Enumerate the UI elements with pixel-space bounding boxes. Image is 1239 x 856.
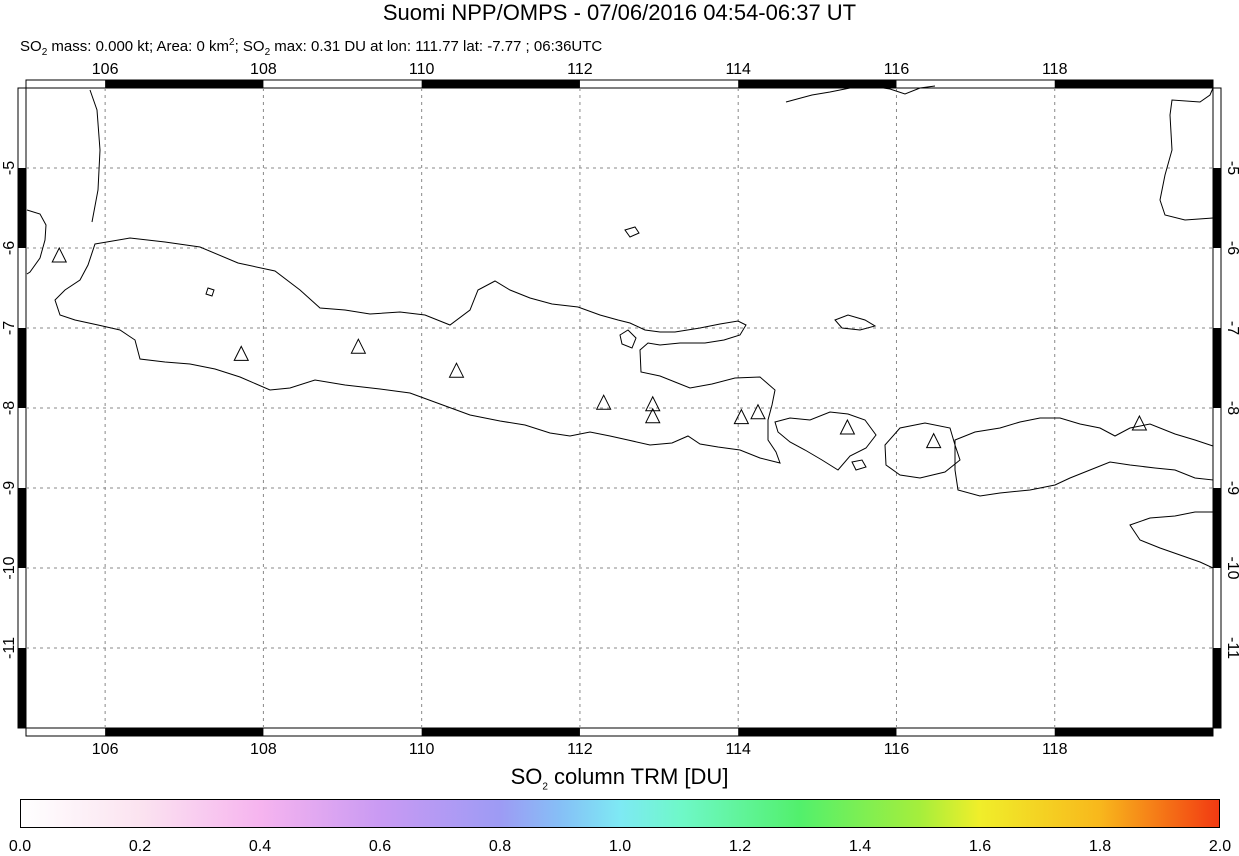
graticule (26, 88, 1213, 728)
coastline-sumba (1129, 511, 1214, 569)
lat-tick-label-right: -8 (1224, 401, 1239, 415)
lon-tick-label-bottom: 116 (884, 741, 910, 758)
lon-tick-label-top: 112 (567, 61, 593, 78)
coastline-lombok (884, 422, 961, 479)
colorbar-tick-label: 0.2 (128, 838, 152, 855)
volcano-icon (839, 418, 856, 435)
lon-tick-label-bottom: 118 (1042, 741, 1068, 758)
lon-band-top (105, 80, 264, 88)
lon-band-top (1054, 80, 1213, 88)
colorbar-tick-label: 1.0 (608, 838, 632, 855)
lat-tick-label-right: -9 (1224, 481, 1239, 495)
colorbar-tick-label: 1.8 (1088, 838, 1112, 855)
lat-band-left (18, 648, 26, 728)
lat-band-right (1213, 328, 1221, 408)
lat-tick-label-right: -10 (1224, 556, 1239, 579)
volcano-icon (448, 362, 465, 378)
colorbar (20, 799, 1220, 828)
coastline-sumatra (26, 209, 47, 275)
lon-band-bottom (421, 728, 580, 736)
volcano-icon (925, 432, 942, 449)
lat-tick-label-right: -11 (1224, 637, 1239, 659)
coastline-java (54, 237, 781, 464)
colorbar-tick-label: 0.8 (488, 838, 512, 855)
lon-band-bottom-outline (25, 727, 1214, 737)
lon-tick-label-bottom: 106 (92, 741, 119, 758)
lon-tick-label-top: 106 (92, 61, 119, 78)
lon-tick-label-top: 114 (725, 61, 751, 78)
lat-band-right-outline (1212, 87, 1222, 729)
lon-band-top (738, 80, 897, 88)
lon-tick-label-bottom: 112 (567, 741, 593, 758)
colorbar-tick-label: 1.2 (728, 838, 752, 855)
map-frame (17, 79, 1222, 737)
volcano-icon (595, 394, 612, 410)
lon-tick-label-top: 116 (884, 61, 910, 78)
volcano-icon (350, 338, 367, 354)
coastline-bawean (624, 226, 640, 238)
lat-tick-label-right: -5 (1224, 161, 1239, 175)
lon-tick-label-bottom: 114 (725, 741, 751, 758)
colorbar-tick-label: 0.6 (368, 838, 392, 855)
lon-tick-label-top: 108 (250, 61, 277, 78)
lat-tick-label-right: -7 (1224, 321, 1239, 335)
coastline-sulawesi (1159, 87, 1214, 221)
colorbar-tick-label: 0.4 (248, 838, 272, 855)
volcano-icon (1131, 414, 1148, 431)
colorbar-tick-label: 0.0 (8, 838, 32, 855)
volcano-icon (733, 408, 750, 425)
coastline-nusa-penida (851, 459, 867, 471)
coastline-kalimantan (785, 85, 936, 103)
colorbar-tick-label: 1.6 (968, 838, 992, 855)
lon-tick-label-bottom: 110 (409, 741, 435, 758)
lat-band-right (1213, 648, 1221, 728)
lat-band-left (18, 328, 26, 408)
lat-tick-label-left: -10 (1, 556, 18, 579)
colorbar-title: SO2 column TRM [DU] (510, 764, 729, 793)
lat-tick-label-left: -11 (1, 637, 18, 659)
lon-band-bottom (1054, 728, 1213, 736)
volcano-icon (233, 345, 250, 361)
coastline-thousand-islands (205, 287, 215, 297)
lat-tick-label-left: -9 (1, 481, 18, 495)
lat-tick-label-left: -6 (1, 241, 18, 255)
colorbar-tick-label: 2.0 (1208, 838, 1232, 855)
lat-tick-label-left: -7 (1, 321, 18, 335)
lat-band-left (18, 488, 26, 568)
lon-band-bottom (738, 728, 897, 736)
so2-map: 106 106 108 108 110 110 112 112 114 114 116 116 118 1… (1, 61, 1239, 758)
lat-band-right (1213, 168, 1221, 248)
map-title: Suomi NPP/OMPS - 07/06/2016 04:54-06:37 … (382, 0, 857, 25)
lon-band-top-outline (25, 79, 1214, 89)
coastline-madura-strait-detail (619, 329, 637, 349)
lon-tick-label-top: 118 (1042, 61, 1068, 78)
volcano-icon (644, 395, 661, 412)
coastline-kangean (834, 314, 877, 331)
axis-tick-labels: 106 106 108 108 110 110 112 112 114 114 116 116 118 1… (1, 61, 1239, 758)
coastlines (26, 85, 1214, 569)
volcano-icon (644, 407, 661, 424)
lon-tick-label-top: 110 (409, 61, 435, 78)
colorbar-tick-label: 1.4 (848, 838, 872, 855)
lon-band-bottom (105, 728, 264, 736)
lat-band-right (1213, 488, 1221, 568)
lat-tick-label-right: -6 (1224, 241, 1239, 255)
lon-tick-label-bottom: 108 (250, 741, 277, 758)
coastline-sumatra-north (89, 89, 101, 223)
lat-band-left (18, 168, 26, 248)
volcano-markers (51, 246, 1148, 449)
lon-band-top (421, 80, 580, 88)
lat-tick-label-left: -8 (1, 401, 18, 415)
volcano-icon (750, 403, 766, 420)
so2-summary: SO2 mass: 0.000 kt; Area: 0 km2; SO2 max… (20, 37, 603, 58)
coastline-sumbawa (954, 417, 1214, 497)
coastline-bali (774, 411, 877, 471)
lat-tick-label-left: -5 (1, 161, 18, 175)
volcano-icon (51, 246, 68, 263)
